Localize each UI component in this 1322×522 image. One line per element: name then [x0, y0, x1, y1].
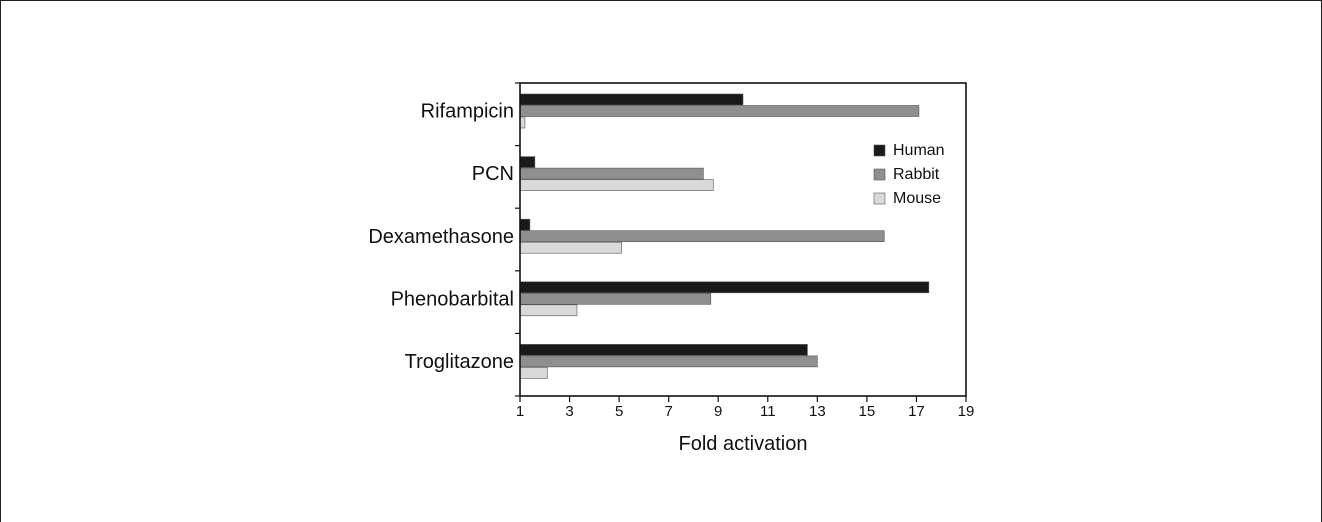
bar-rifampicin-rabbit: [519, 105, 920, 117]
legend: Human Rabbit Mouse: [873, 142, 945, 207]
x-tick-label-11: 11: [760, 403, 776, 420]
bar-rifampicin-human: [519, 93, 744, 106]
axes-layer: [515, 82, 967, 402]
bar-phenobarbital-rabbit: [519, 292, 712, 305]
bar-dexamethasone-mouse: [519, 241, 622, 254]
bar-troglitazone-rabbit: [519, 355, 818, 368]
bar-troglitazone-mouse: [519, 367, 548, 379]
x-tick-label-3: 3: [565, 403, 573, 420]
category-label-rifampicin: Rifampicin: [421, 101, 514, 123]
bar-dexamethasone-human: [519, 218, 531, 231]
category-label-phenobarbital: Phenobarbital: [391, 288, 514, 310]
plot-border: [519, 82, 967, 397]
x-tick-label-15: 15: [859, 403, 876, 420]
legend-swatch-human: [873, 144, 886, 157]
x-tick-label-7: 7: [664, 403, 672, 420]
category-label-dexamethasone: Dexamethasone: [368, 226, 514, 248]
bar-dexamethasone-rabbit: [519, 230, 885, 242]
bar-troglitazone-human: [519, 344, 808, 356]
legend-swatch-rabbit: [873, 168, 886, 181]
category-label-pcn: PCN: [472, 163, 514, 185]
bar-phenobarbital-human: [519, 281, 930, 294]
bars-layer: [519, 93, 930, 379]
legend-label-mouse: Mouse: [893, 190, 941, 207]
x-tick-label-5: 5: [615, 403, 623, 420]
x-tick-label-13: 13: [809, 403, 826, 420]
x-tick-label-9: 9: [714, 403, 722, 420]
x-tick-label-1: 1: [516, 403, 524, 420]
bar-phenobarbital-mouse: [519, 304, 578, 317]
category-label-troglitazone: Troglitazone: [405, 351, 514, 373]
legend-swatch-mouse: [873, 192, 886, 205]
bar-pcn-rabbit: [519, 167, 704, 180]
x-tick-label-19: 19: [958, 403, 975, 420]
bar-pcn-human: [519, 156, 536, 168]
bar-pcn-mouse: [519, 179, 714, 191]
legend-label-rabbit: Rabbit: [893, 166, 940, 183]
x-axis-title: Fold activation: [679, 433, 808, 455]
x-tick-label-17: 17: [908, 403, 925, 420]
legend-label-human: Human: [893, 142, 945, 159]
labels-layer: Rifampicin PCN Dexamethasone Phenobarbital T…: [368, 101, 974, 455]
